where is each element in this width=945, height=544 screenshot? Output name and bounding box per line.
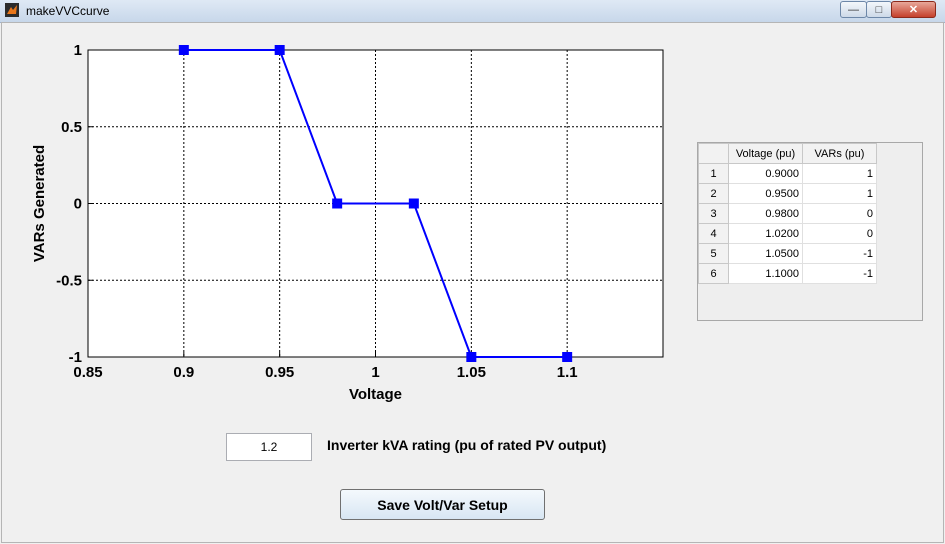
data-point-marker — [274, 45, 285, 55]
x-tick-label: 0.95 — [265, 364, 294, 381]
table-row[interactable]: 6 1.1000 -1 — [698, 263, 877, 284]
title-bar: makeVVCcurve — □ ✕ — [0, 0, 945, 23]
data-point-marker — [332, 198, 343, 209]
table-row[interactable]: 4 1.0200 0 — [698, 223, 877, 244]
voltage-cell[interactable]: 0.9500 — [728, 183, 803, 204]
table-row[interactable]: 1 0.9000 1 — [698, 163, 877, 184]
x-tick-label: 1.1 — [557, 364, 578, 381]
vars-cell[interactable]: 0 — [802, 203, 877, 224]
vars-cell[interactable]: 1 — [802, 183, 877, 204]
y-tick-label: 0 — [74, 196, 82, 213]
kva-rating-input[interactable] — [226, 433, 312, 461]
data-point-marker — [466, 352, 477, 362]
volt-var-curve-line — [183, 49, 568, 358]
voltage-cell[interactable]: 0.9800 — [728, 203, 803, 224]
voltage-cell[interactable]: 1.0200 — [728, 223, 803, 244]
x-tick-label: 0.85 — [73, 364, 102, 381]
vars-cell[interactable]: 1 — [802, 163, 877, 184]
data-point-marker — [178, 45, 189, 55]
table-corner-header — [698, 143, 729, 164]
data-point-marker — [562, 352, 573, 362]
close-button[interactable]: ✕ — [891, 1, 936, 18]
column-header-voltage[interactable]: Voltage (pu) — [728, 143, 803, 164]
save-volt-var-button[interactable]: Save Volt/Var Setup — [340, 489, 545, 520]
y-tick-label: -1 — [69, 349, 82, 366]
voltage-cell[interactable]: 1.0500 — [728, 243, 803, 264]
vars-cell[interactable]: -1 — [802, 243, 877, 264]
table-row[interactable]: 2 0.9500 1 — [698, 183, 877, 204]
row-header[interactable]: 2 — [698, 183, 729, 204]
kva-rating-label: Inverter kVA rating (pu of rated PV outp… — [327, 437, 607, 453]
vars-cell[interactable]: -1 — [802, 263, 877, 284]
figure-client-area: 0.85 0.9 0.95 1 1.05 1.1 1 0.5 0 -0.5 -1 Voltage V… — [1, 22, 944, 543]
vars-cell[interactable]: 0 — [802, 223, 877, 244]
y-axis-label: VARs Generated — [31, 145, 48, 262]
minimize-button[interactable]: — — [840, 1, 867, 18]
data-point-marker — [408, 198, 419, 209]
x-axis-label: Voltage — [349, 386, 402, 403]
volt-var-plot[interactable]: 0.85 0.9 0.95 1 1.05 1.1 1 0.5 0 -0.5 -1 Voltage V… — [2, 23, 702, 413]
row-header[interactable]: 1 — [698, 163, 729, 184]
matlab-app-icon — [5, 3, 19, 17]
column-header-vars[interactable]: VARs (pu) — [802, 143, 877, 164]
volt-var-table[interactable]: Voltage (pu) VARs (pu) 1 0.9000 1 2 0.9500 1 3… — [697, 142, 923, 321]
table-row[interactable]: 5 1.0500 -1 — [698, 243, 877, 264]
row-header[interactable]: 6 — [698, 263, 729, 284]
row-header[interactable]: 4 — [698, 223, 729, 244]
y-tick-label: 0.5 — [61, 119, 82, 136]
row-header[interactable]: 3 — [698, 203, 729, 224]
x-tick-label: 1 — [371, 364, 379, 381]
y-tick-label: 1 — [74, 42, 82, 59]
table-row[interactable]: 3 0.9800 0 — [698, 203, 877, 224]
row-header[interactable]: 5 — [698, 243, 729, 264]
voltage-cell[interactable]: 1.1000 — [728, 263, 803, 284]
voltage-cell[interactable]: 0.9000 — [728, 163, 803, 184]
maximize-button[interactable]: □ — [866, 1, 892, 18]
x-tick-label: 1.05 — [457, 364, 486, 381]
window-title: makeVVCcurve — [26, 4, 110, 18]
y-tick-label: -0.5 — [56, 272, 82, 289]
x-tick-label: 0.9 — [173, 364, 194, 381]
